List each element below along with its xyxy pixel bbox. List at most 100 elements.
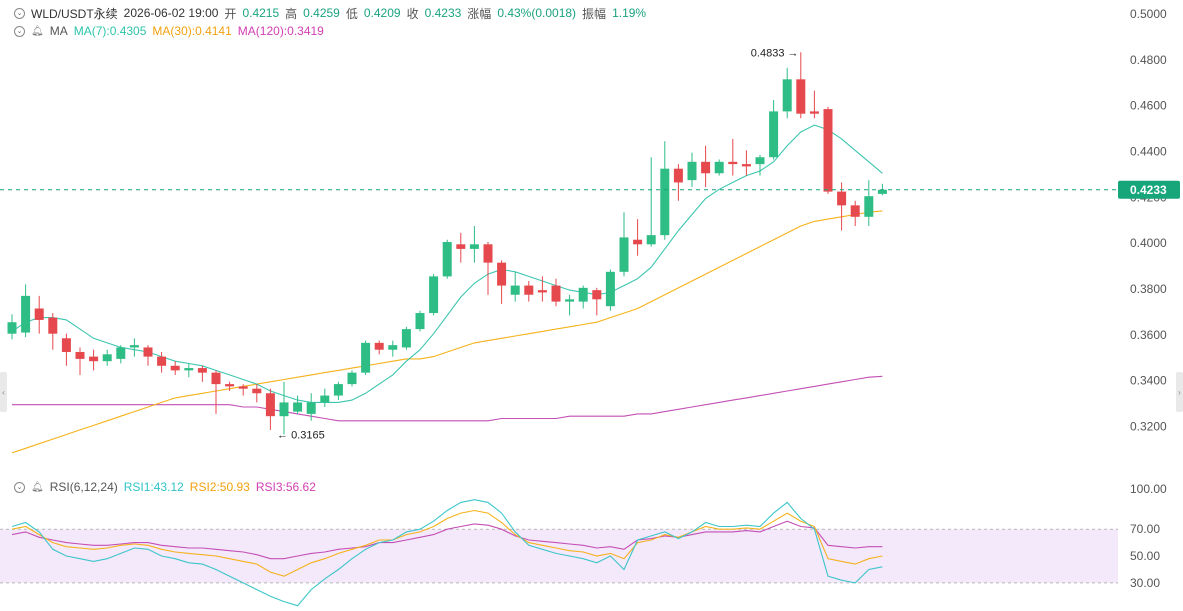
ma-legend: ⌄ 🔔︎ MA MA(7):0.4305 MA(30):0.4141 MA(12… xyxy=(14,22,324,40)
candle xyxy=(592,287,602,316)
rsi-axis: 100.00 70.00 50.00 30.00 xyxy=(1130,482,1167,590)
candle-body xyxy=(7,322,17,334)
candle-body xyxy=(837,191,847,206)
change-value: 0.43%(0.0018) xyxy=(497,6,577,20)
candle xyxy=(7,314,17,340)
candle xyxy=(293,395,303,414)
candle-body xyxy=(864,196,874,217)
amplitude-value: 1.19% xyxy=(612,6,647,20)
candle xyxy=(456,232,466,263)
current-price-tag: 0.4233 xyxy=(1118,180,1180,199)
scroll-left-handle[interactable]: ‹ xyxy=(0,372,7,412)
candle-body xyxy=(374,342,384,350)
ma120-line xyxy=(12,375,883,422)
candle xyxy=(660,141,670,240)
candle xyxy=(129,338,139,357)
candle xyxy=(537,276,547,302)
candle-body xyxy=(741,164,751,167)
candle xyxy=(333,381,343,401)
candle-body xyxy=(687,161,697,181)
price-tick-label: 0.3400 xyxy=(1130,374,1167,388)
candle xyxy=(102,349,112,366)
candle xyxy=(347,370,357,387)
candle xyxy=(755,154,765,176)
candle xyxy=(442,239,452,279)
candle-body xyxy=(75,352,85,359)
candle-body xyxy=(619,237,629,272)
candle xyxy=(741,150,751,176)
ma7-value: MA(7):0.4305 xyxy=(73,24,147,38)
candle-body xyxy=(347,372,357,385)
high-annotation-value: 0.4833 xyxy=(751,47,785,59)
candle xyxy=(48,313,58,350)
candle xyxy=(701,145,711,188)
candle-body xyxy=(551,285,561,302)
rsi1-line xyxy=(11,499,883,607)
scroll-right-handle[interactable]: › xyxy=(1176,372,1183,412)
candle-body xyxy=(129,345,139,348)
candle xyxy=(646,157,656,247)
price-tick-label: 0.3600 xyxy=(1130,328,1167,342)
candle xyxy=(238,384,248,396)
candle-body xyxy=(21,295,31,333)
collapse-icon[interactable]: ⌄ xyxy=(14,7,25,19)
ma7-line xyxy=(11,124,883,403)
candle xyxy=(415,310,425,332)
candle-body xyxy=(633,239,643,245)
low-value: 0.4209 xyxy=(363,6,401,20)
rsi-lines xyxy=(11,499,883,607)
symbol-label[interactable]: WLD/USDT永续 xyxy=(31,6,118,21)
rsi-tick-label: 70.00 xyxy=(1130,522,1160,536)
bell-icon[interactable]: 🔔︎ xyxy=(31,25,44,37)
candle-body xyxy=(605,271,615,307)
candle-body xyxy=(388,345,398,350)
price-tick-label: 0.5000 xyxy=(1130,7,1167,21)
rsi-tick-label: 50.00 xyxy=(1130,549,1160,563)
candle xyxy=(401,326,411,350)
rsi-collapse-icon[interactable]: ⌄ xyxy=(14,481,25,493)
candle-body xyxy=(61,338,71,353)
low-annotation-arrow: ← xyxy=(277,430,291,442)
candle-body xyxy=(510,285,520,295)
candle-body xyxy=(429,276,439,314)
candle xyxy=(497,260,507,304)
candle xyxy=(320,388,330,408)
candle xyxy=(510,271,520,302)
candle-body xyxy=(211,372,221,385)
ma-lines xyxy=(11,124,883,454)
candle-body xyxy=(796,79,806,114)
candle xyxy=(361,340,371,375)
candle xyxy=(211,370,221,414)
candle-body xyxy=(497,262,507,286)
candle xyxy=(116,345,126,364)
candle xyxy=(143,345,153,366)
candle xyxy=(469,225,479,263)
candle xyxy=(197,365,207,382)
ma-label[interactable]: MA xyxy=(49,24,68,38)
candle xyxy=(483,242,493,295)
candle xyxy=(823,106,833,194)
candle-body xyxy=(89,356,99,362)
candle xyxy=(374,340,384,355)
current-price-label: 0.4233 xyxy=(1130,183,1167,197)
candle-body xyxy=(197,368,207,373)
candle-body xyxy=(238,386,248,389)
change-label: 涨幅 xyxy=(467,6,492,21)
candle xyxy=(565,294,575,316)
candle-body xyxy=(809,111,819,114)
high-annotation-arrow: → xyxy=(784,47,798,59)
rsi-label[interactable]: RSI(6,12,24) xyxy=(49,480,118,494)
candle-body xyxy=(293,402,303,412)
candle-body xyxy=(646,235,656,245)
close-label: 收 xyxy=(406,6,419,21)
ma-collapse-icon[interactable]: ⌄ xyxy=(14,25,25,37)
rsi-bell-icon[interactable]: 🔔︎ xyxy=(31,481,44,493)
candle xyxy=(605,269,615,311)
candle xyxy=(225,381,235,391)
candle-body xyxy=(157,356,167,366)
candle-body xyxy=(415,313,425,330)
rsi-tick-label: 30.00 xyxy=(1130,576,1160,590)
candle-body xyxy=(401,329,411,348)
